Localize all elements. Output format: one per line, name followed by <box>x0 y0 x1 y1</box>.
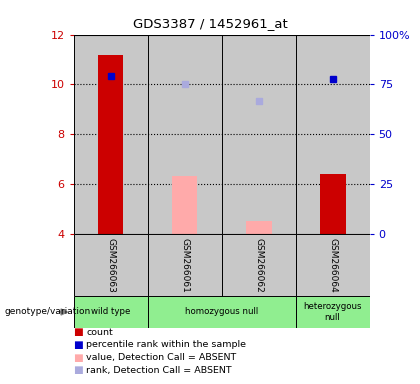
Bar <box>74 234 147 296</box>
Text: heterozygous
null: heterozygous null <box>303 302 362 322</box>
Bar <box>147 296 296 328</box>
Text: GDS3387 / 1452961_at: GDS3387 / 1452961_at <box>133 17 287 30</box>
Bar <box>222 234 296 296</box>
Text: ■: ■ <box>74 340 83 350</box>
Text: wild type: wild type <box>91 308 130 316</box>
Bar <box>296 296 370 328</box>
Text: ■: ■ <box>74 327 83 337</box>
Bar <box>296 35 370 234</box>
Bar <box>147 35 222 234</box>
Text: homozygous null: homozygous null <box>185 308 258 316</box>
Text: GSM266062: GSM266062 <box>254 238 263 292</box>
Text: GSM266064: GSM266064 <box>328 238 337 292</box>
Text: genotype/variation: genotype/variation <box>4 308 90 316</box>
Bar <box>222 35 296 234</box>
Text: percentile rank within the sample: percentile rank within the sample <box>86 340 246 349</box>
Bar <box>74 35 147 234</box>
Text: count: count <box>86 328 113 337</box>
Bar <box>320 174 346 234</box>
Bar <box>74 296 147 328</box>
Text: ■: ■ <box>74 365 83 375</box>
Bar <box>97 55 123 234</box>
Text: GSM266063: GSM266063 <box>106 238 115 292</box>
Bar <box>147 234 222 296</box>
Bar <box>246 220 271 234</box>
Text: rank, Detection Call = ABSENT: rank, Detection Call = ABSENT <box>86 366 232 375</box>
Text: value, Detection Call = ABSENT: value, Detection Call = ABSENT <box>86 353 236 362</box>
Text: GSM266061: GSM266061 <box>180 238 189 292</box>
Text: ■: ■ <box>74 353 83 362</box>
Bar <box>172 175 197 234</box>
Bar <box>296 234 370 296</box>
